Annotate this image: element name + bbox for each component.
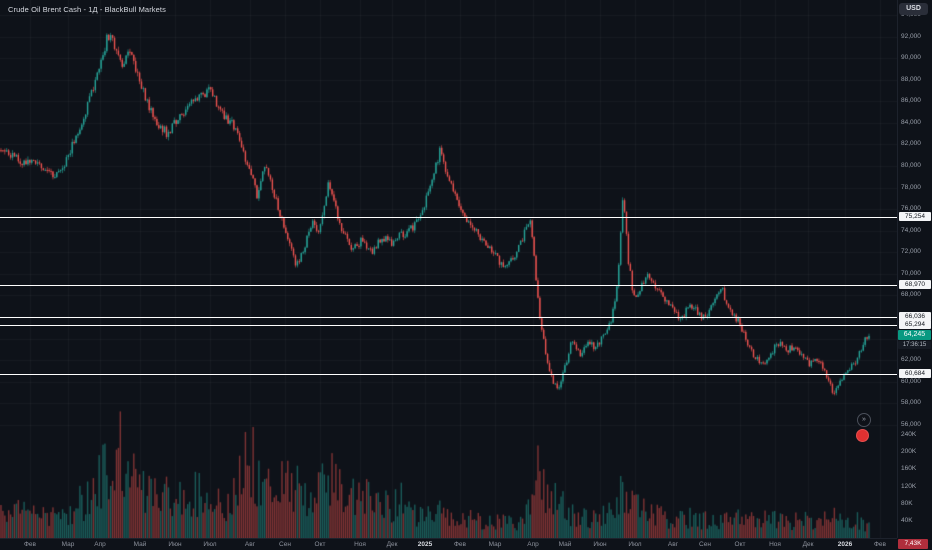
symbol-title[interactable]: Crude Oil Brent Cash - 1Д - BlackBull Ma… <box>8 5 166 14</box>
price-tick-label: 78,000 <box>901 183 921 191</box>
price-level-badge: 66,036 <box>899 311 931 321</box>
price-tick-label: 76,000 <box>901 205 921 213</box>
time-axis-label: Май <box>558 541 572 548</box>
time-axis-label: Мар <box>488 541 502 548</box>
price-tick-label: 84,000 <box>901 118 921 126</box>
volume-tick-label: 80K <box>901 499 913 507</box>
price-tick-label: 56,000 <box>901 420 921 428</box>
time-axis-label: Апр <box>94 541 106 548</box>
time-axis-label: Ноя <box>354 541 366 548</box>
bar-close-countdown: 17:36:15 <box>898 340 931 349</box>
price-tick-label: 60,000 <box>901 377 921 385</box>
price-tick-label: 68,000 <box>901 291 921 299</box>
price-tick-label: 72,000 <box>901 248 921 256</box>
time-axis-label: Окт <box>314 541 326 548</box>
broker-logo-button[interactable] <box>856 429 869 442</box>
price-level-badge: 68,970 <box>899 279 931 289</box>
price-level-badge: 65,294 <box>899 319 931 329</box>
time-axis-label: Сен <box>699 541 711 548</box>
last-price-badge: 64,245 17:36:15 <box>898 329 931 349</box>
time-axis-label: Мар <box>61 541 75 548</box>
currency-button[interactable]: USD <box>899 3 928 15</box>
price-axis[interactable]: 94,00092,00090,00088,00086,00084,00082,0… <box>897 0 932 538</box>
price-tick-label: 86,000 <box>901 97 921 105</box>
price-tick-label: 74,000 <box>901 226 921 234</box>
time-axis-label: Июл <box>203 541 217 548</box>
price-level-badge: 60,684 <box>899 369 931 379</box>
price-tick-label: 82,000 <box>901 140 921 148</box>
candlestick-chart-canvas[interactable] <box>0 0 897 538</box>
price-tick-label: 88,000 <box>901 75 921 83</box>
time-axis-label: 2025 <box>417 541 433 548</box>
volume-tick-label: 120K <box>901 482 917 490</box>
time-axis[interactable]: Фев Мар Апр Май Июн Июл Авг Сен Окт Ноя Дек 2025 Фев… <box>0 538 897 550</box>
time-axis-label: Окт <box>734 541 746 548</box>
time-axis-label: Май <box>133 541 147 548</box>
time-axis-label: Фев <box>23 541 37 548</box>
time-axis-label: Авг <box>244 541 256 548</box>
price-level-line[interactable] <box>0 317 897 318</box>
price-tick-label: 80,000 <box>901 162 921 170</box>
time-axis-label: Дек <box>386 541 398 548</box>
time-axis-label: Июн <box>593 541 607 548</box>
go-to-realtime-button[interactable]: » <box>857 413 871 427</box>
time-axis-label: Сен <box>279 541 291 548</box>
price-level-line[interactable] <box>0 374 897 375</box>
volume-tick-label: 200K <box>901 448 917 456</box>
time-axis-label: Авг <box>667 541 679 548</box>
time-axis-label: Ноя <box>769 541 781 548</box>
price-tick-label: 62,000 <box>901 356 921 364</box>
price-tick-label: 70,000 <box>901 269 921 277</box>
volume-tick-label: 160K <box>901 465 917 473</box>
price-level-line[interactable] <box>0 285 897 286</box>
price-level-badge: 75,254 <box>899 212 931 222</box>
time-axis-label: Фев <box>453 541 467 548</box>
time-axis-label: 2026 <box>837 541 853 548</box>
last-price-value: 64,245 <box>898 329 931 340</box>
volume-tick-label: 240K <box>901 431 917 438</box>
volume-tick-label: 40K <box>901 516 913 524</box>
time-axis-label: Фев <box>873 541 887 548</box>
price-tick-label: 58,000 <box>901 399 921 407</box>
price-level-line[interactable] <box>0 325 897 326</box>
time-axis-label: Июл <box>628 541 642 548</box>
current-volume-badge: 7,43K <box>898 539 928 549</box>
price-tick-label: 92,000 <box>901 32 921 40</box>
price-level-line[interactable] <box>0 217 897 218</box>
time-axis-label: Июн <box>168 541 182 548</box>
time-axis-label: Апр <box>527 541 539 548</box>
time-axis-label: Дек <box>802 541 814 548</box>
price-tick-label: 90,000 <box>901 54 921 62</box>
